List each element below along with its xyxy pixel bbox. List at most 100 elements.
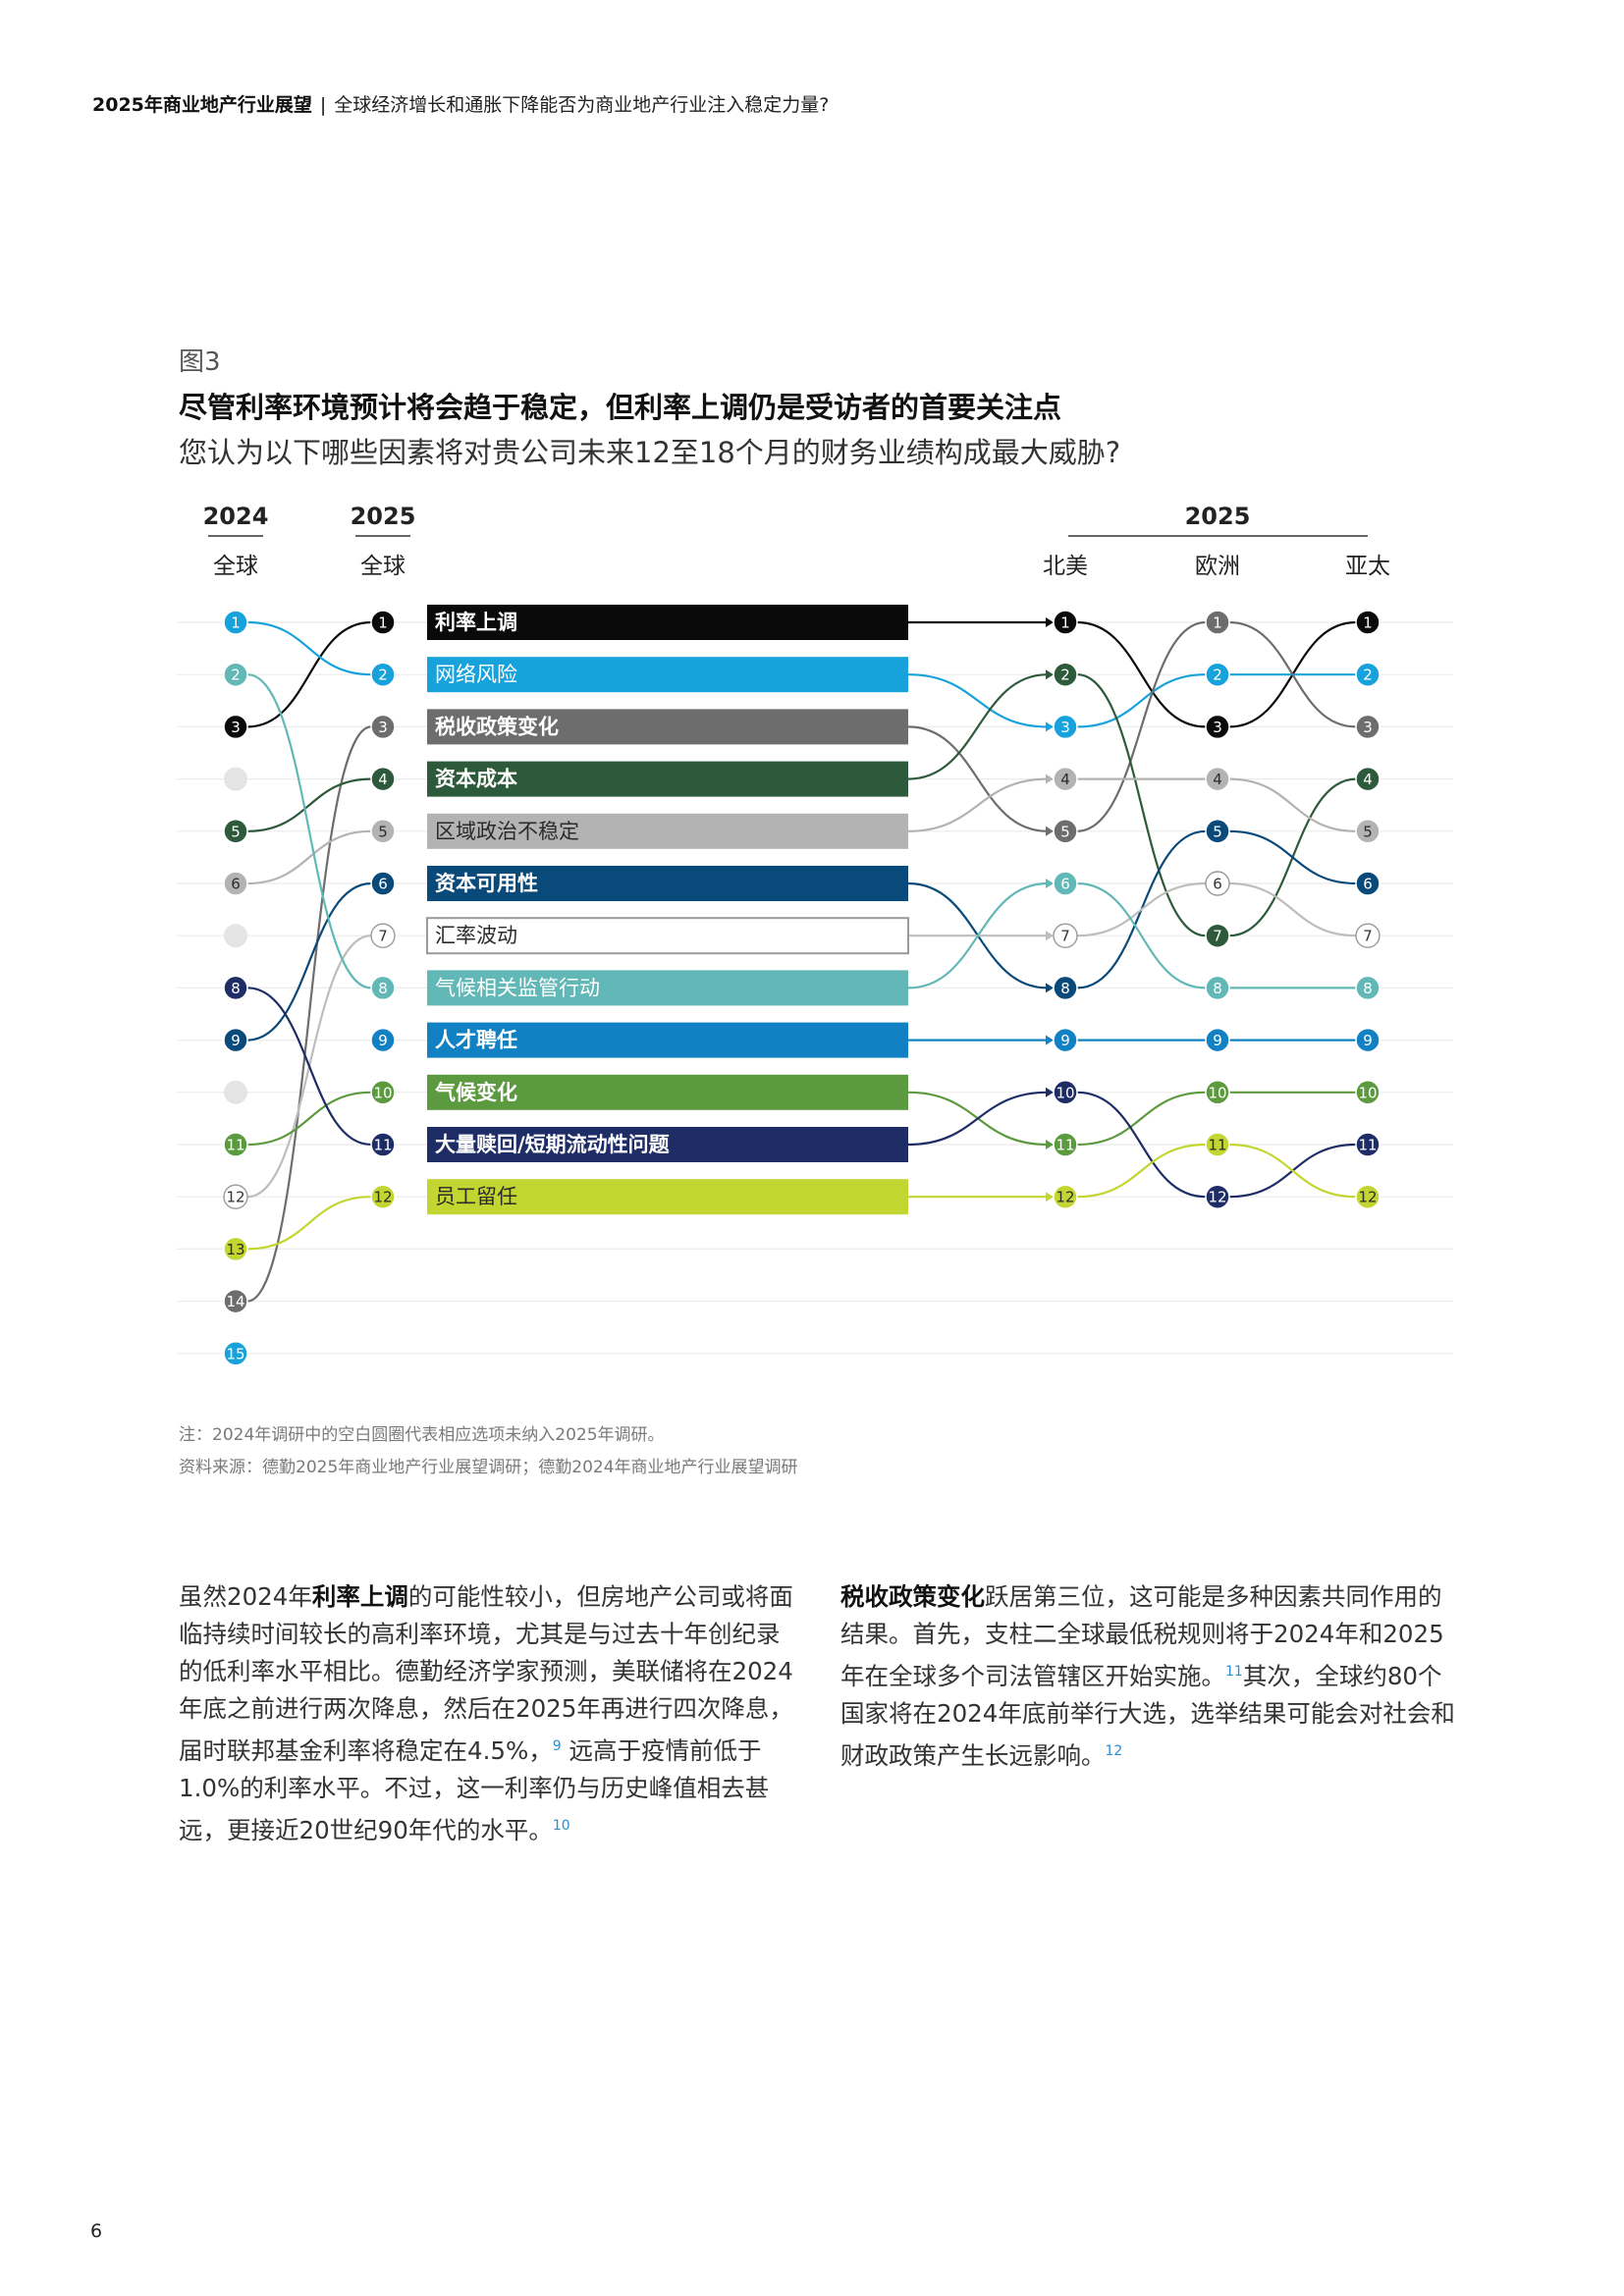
rank-2025-global-label: 1 xyxy=(378,614,388,632)
rank-2024-label: 15 xyxy=(226,1345,244,1362)
rank-2025-asia-pacific-circle xyxy=(1355,1080,1380,1105)
factor-bar xyxy=(427,866,908,901)
body-right-bold: 税收政策变化 xyxy=(840,1582,985,1611)
rank-2024-circle xyxy=(223,714,248,740)
col-europe: 欧洲 xyxy=(1195,554,1240,579)
connector-na-eu xyxy=(1076,620,1207,728)
rank-2025-europe-label: 10 xyxy=(1208,1084,1226,1101)
rank-2025-asia-pacific-label: 8 xyxy=(1363,980,1373,997)
rank-2025-asia-pacific-label: 7 xyxy=(1363,928,1373,945)
connector-eu-ap xyxy=(1228,620,1357,728)
factor-bar-label: 员工留任 xyxy=(435,1185,517,1208)
rank-2025-global-circle xyxy=(370,766,396,792)
rank-2025-europe-circle xyxy=(1205,871,1230,896)
rank-2025-global-circle xyxy=(370,662,396,687)
connector-arrowhead xyxy=(1046,879,1054,888)
factor-bar xyxy=(427,605,908,640)
rank-2025-north-america-circle xyxy=(1053,662,1078,687)
body-right-text-1: 跃居第三位，这可能是多种因素共同作用的结果。首先，支柱二全球最低税规则将于202… xyxy=(840,1582,1444,1691)
body-left-column: 虽然2024年利率上调的可能性较小，但房地产公司或将面临持续时间较长的高利率环境… xyxy=(179,1578,797,1849)
rank-2025-asia-pacific-label: 2 xyxy=(1363,667,1373,684)
rank-2025-asia-pacific-circle xyxy=(1355,923,1380,948)
rank-2025-europe-label: 6 xyxy=(1213,876,1222,893)
rank-2024-label: 12 xyxy=(226,1189,244,1206)
factor-bar-label: 网络风险 xyxy=(435,663,517,686)
rank-2025-north-america-label: 7 xyxy=(1060,928,1070,945)
rank-2024-circle xyxy=(223,1027,248,1053)
rank-2025-global-label: 11 xyxy=(373,1137,392,1154)
rank-2024-label: 11 xyxy=(226,1137,244,1154)
factor-bar xyxy=(426,917,909,955)
report-title: 2025年商业地产行业展望 xyxy=(92,94,312,116)
footnote-ref-10[interactable]: 10 xyxy=(552,1818,570,1835)
rank-2025-europe-circle xyxy=(1205,610,1230,635)
rank-2025-asia-pacific-label: 5 xyxy=(1363,823,1373,840)
rank-2025-global-circle xyxy=(370,871,396,896)
connector-global-na xyxy=(907,777,1049,832)
connector-arrowhead xyxy=(1046,617,1054,627)
rank-2025-north-america-circle xyxy=(1053,1132,1078,1157)
rank-2025-global-label: 3 xyxy=(378,719,388,736)
rank-2025-asia-pacific-label: 1 xyxy=(1363,614,1373,632)
rank-2025-global-label: 8 xyxy=(378,980,388,997)
factor-bar-label: 税收政策变化 xyxy=(435,715,559,738)
rank-2025-europe-label: 9 xyxy=(1213,1032,1222,1049)
footnote-ref-12[interactable]: 12 xyxy=(1105,1743,1123,1760)
rank-2024-circle xyxy=(223,819,248,844)
footnote-ref-9[interactable]: 9 xyxy=(552,1738,562,1754)
rank-2025-global-label: 2 xyxy=(378,667,388,684)
rank-2025-asia-pacific-circle xyxy=(1355,610,1380,635)
body-left-text-2: 的可能性较小，但房地产公司或将面临持续时间较长的高利率环境，尤其是与过去十年创纪… xyxy=(179,1582,793,1766)
page-number: 6 xyxy=(90,2220,103,2242)
factor-bar-label: 汇率波动 xyxy=(435,924,517,947)
connector-na-eu xyxy=(1076,1143,1207,1199)
rank-2025-north-america-circle xyxy=(1053,1184,1078,1209)
footnote-ref-11[interactable]: 11 xyxy=(1225,1664,1243,1680)
rank-2025-global-circle xyxy=(370,610,396,635)
rank-2025-north-america-label: 1 xyxy=(1060,614,1070,632)
factor-bar-label: 利率上调 xyxy=(435,611,517,634)
factor-bar-label: 资本可用性 xyxy=(435,872,538,895)
col-2025-region: 全球 xyxy=(360,554,406,579)
connector-global-na xyxy=(907,1091,1049,1147)
rank-2024-label: 13 xyxy=(226,1241,244,1258)
rank-2025-europe-label: 5 xyxy=(1213,823,1222,840)
rank-2025-global-circle xyxy=(370,975,396,1001)
rank-2025-asia-pacific-circle xyxy=(1355,662,1380,687)
rank-2025-asia-pacific-label: 9 xyxy=(1363,1032,1373,1049)
rank-2024-label: 6 xyxy=(231,876,241,893)
col-2024-year: 2024 xyxy=(203,503,269,530)
report-subtitle: 全球经济增长和通胀下降能否为商业地产行业注入稳定力量? xyxy=(334,94,830,116)
rank-2025-north-america-circle xyxy=(1053,819,1078,844)
connector-2024-global xyxy=(246,620,372,728)
rank-2025-europe-circle xyxy=(1205,766,1230,792)
rank-2024-label: 1 xyxy=(231,614,241,632)
figure-question: 您认为以下哪些因素将对贵公司未来12至18个月的财务业绩构成最大威胁? xyxy=(179,436,1121,469)
rank-2025-north-america-label: 6 xyxy=(1060,876,1070,893)
rank-2024-label: 9 xyxy=(231,1032,241,1049)
rank-2025-europe-label: 7 xyxy=(1213,928,1222,945)
factor-bar-label: 人才聘任 xyxy=(435,1029,517,1052)
rank-2025-global-circle xyxy=(370,1184,396,1209)
rank-2025-asia-pacific-circle xyxy=(1355,714,1380,740)
rank-2025-global-label: 7 xyxy=(378,928,388,945)
rank-2025-north-america-circle xyxy=(1053,975,1078,1001)
rank-2024-circle xyxy=(223,1132,248,1157)
header-separator: | xyxy=(319,94,327,116)
rank-2025-asia-pacific-circle xyxy=(1355,871,1380,896)
empty-2024-circle xyxy=(224,767,247,791)
rank-2025-north-america-label: 5 xyxy=(1060,823,1070,840)
connector-arrowhead xyxy=(1046,1140,1054,1149)
factor-bar xyxy=(427,657,908,693)
rank-2025-asia-pacific-label: 4 xyxy=(1363,771,1373,788)
connector-global-na xyxy=(907,881,1049,989)
rank-2025-north-america-circle xyxy=(1053,714,1078,740)
connector-eu-ap xyxy=(1228,829,1357,885)
connector-arrowhead xyxy=(1046,721,1054,732)
factor-bar xyxy=(427,813,908,849)
rank-2024-circle xyxy=(223,610,248,635)
connector-2024-global xyxy=(246,673,372,989)
connector-2024-global xyxy=(246,1091,372,1147)
factor-bar xyxy=(427,761,908,797)
